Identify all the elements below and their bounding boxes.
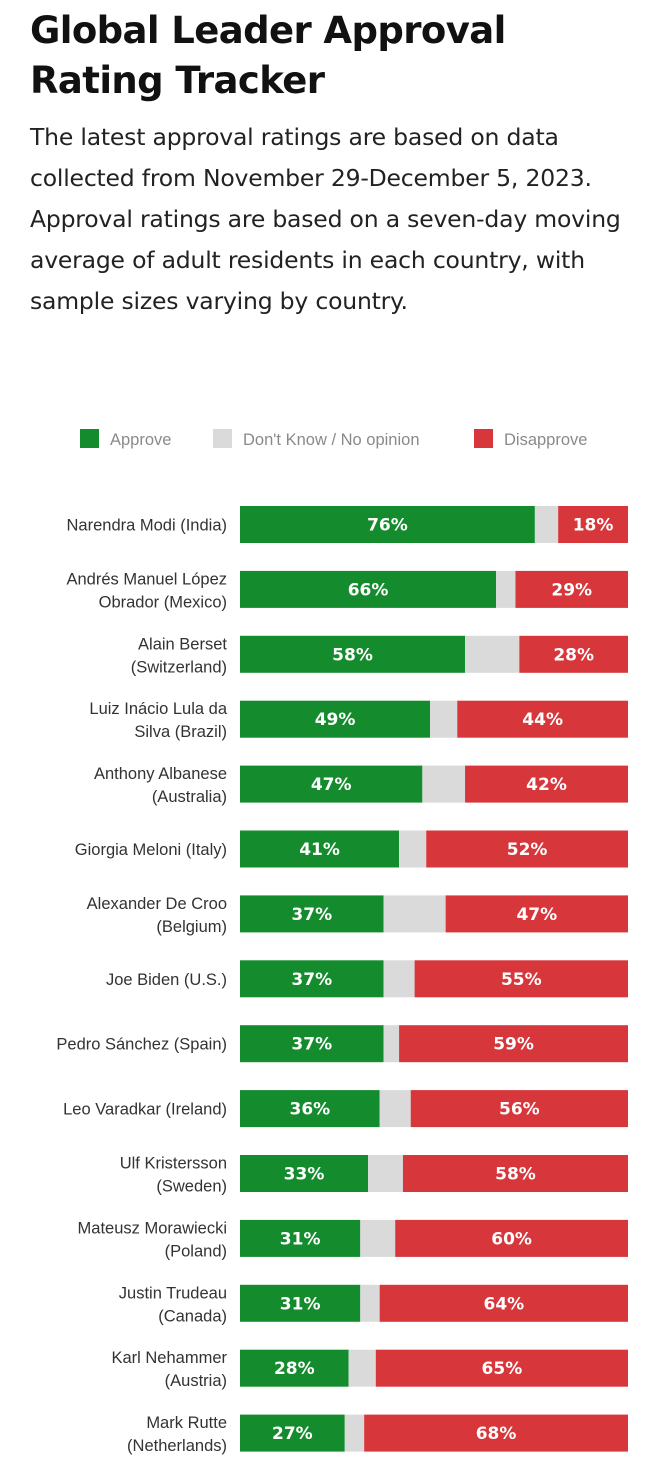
value-label-disapprove: 56%	[499, 1100, 540, 1120]
page-subtitle: The latest approval ratings are based on…	[30, 123, 621, 315]
bar-disapprove	[414, 960, 628, 998]
bar-dont-know	[383, 1025, 400, 1063]
legend-swatch-dont-know	[213, 429, 232, 448]
bar-approve	[240, 830, 400, 868]
leader-name-label: Joe Biden (U.S.)	[106, 971, 227, 989]
leader-name-label: Giorgia Meloni (Italy)	[75, 841, 227, 859]
value-label-disapprove: 18%	[573, 516, 614, 536]
bar-disapprove	[457, 700, 628, 738]
bar-disapprove	[402, 1155, 628, 1192]
value-label-disapprove: 44%	[522, 710, 563, 730]
bar-approve	[240, 765, 423, 803]
value-label-approve: 37%	[291, 970, 332, 990]
bar-approve	[240, 635, 466, 673]
value-label-approve: 58%	[332, 645, 373, 665]
bar-disapprove	[410, 1090, 628, 1128]
bar-dont-know	[496, 570, 516, 608]
value-label-approve: 36%	[289, 1100, 330, 1120]
bar-approve	[240, 570, 497, 608]
bar-dont-know	[465, 635, 520, 673]
leader-name-label: Ulf Kristersson (Sweden)	[120, 1155, 227, 1196]
bar-approve	[240, 1090, 380, 1128]
bar-disapprove	[379, 1284, 628, 1322]
leader-name-label: Alexander De Croo (Belgium)	[87, 895, 227, 936]
value-label-approve: 37%	[291, 905, 332, 925]
leader-name-label: Andrés Manuel López Obrador (Mexico)	[66, 570, 227, 611]
legend-label-approve: Approve	[110, 431, 171, 449]
page-title: Global Leader Approval Rating Tracker	[30, 9, 506, 102]
bar-disapprove	[375, 1349, 628, 1387]
bar-approve	[240, 960, 384, 998]
bar-disapprove	[515, 570, 628, 608]
value-label-disapprove: 42%	[526, 775, 567, 795]
legend-label-dont-know: Don't Know / No opinion	[243, 431, 420, 449]
value-label-approve: 66%	[348, 580, 389, 600]
bar-dont-know	[379, 1090, 411, 1128]
value-label-disapprove: 58%	[495, 1165, 536, 1185]
bar-dont-know	[344, 1414, 365, 1452]
legend-label-disapprove: Disapprove	[504, 431, 587, 449]
bar-dont-know	[383, 895, 446, 933]
value-label-approve: 31%	[280, 1294, 321, 1314]
value-label-disapprove: 29%	[551, 580, 592, 600]
bar-disapprove	[426, 830, 628, 868]
bar-dont-know	[383, 960, 415, 998]
bar-approve	[240, 1025, 384, 1063]
leader-name-label: Mateusz Morawiecki (Poland)	[78, 1219, 227, 1260]
value-label-approve: 27%	[272, 1424, 313, 1444]
bar-approve	[240, 1349, 349, 1387]
bar-disapprove	[364, 1414, 628, 1452]
value-label-approve: 76%	[367, 516, 408, 536]
value-label-approve: 31%	[280, 1229, 321, 1249]
value-label-approve: 37%	[291, 1035, 332, 1055]
value-label-disapprove: 59%	[493, 1035, 534, 1055]
bar-disapprove	[519, 635, 628, 673]
bar-approve	[240, 1414, 345, 1452]
leader-name-label: Pedro Sánchez (Spain)	[56, 1036, 227, 1054]
value-label-disapprove: 47%	[516, 905, 557, 925]
legend-swatch-approve	[80, 429, 99, 448]
bar-dont-know	[360, 1219, 396, 1257]
leader-name-label: Leo Varadkar (Ireland)	[63, 1101, 227, 1119]
bar-approve	[240, 506, 535, 543]
bar-disapprove	[465, 765, 628, 803]
leader-name-label: Alain Berset (Switzerland)	[131, 635, 228, 676]
leader-name-label: Narendra Modi (India)	[67, 517, 228, 535]
leader-name-label: Mark Rutte (Netherlands)	[127, 1414, 227, 1455]
leader-name-label: Anthony Albanese (Australia)	[94, 765, 227, 806]
bar-dont-know	[534, 506, 559, 543]
value-label-approve: 47%	[311, 775, 352, 795]
value-label-approve: 49%	[315, 710, 356, 730]
bar-disapprove	[445, 895, 628, 933]
bar-approve	[240, 700, 431, 738]
bar-dont-know	[368, 1155, 403, 1192]
bar-approve	[240, 1219, 361, 1257]
value-label-approve: 28%	[274, 1359, 315, 1379]
bar-dont-know	[360, 1284, 380, 1322]
bar-approve	[240, 895, 384, 933]
bar-dont-know	[430, 700, 458, 738]
value-label-disapprove: 52%	[507, 840, 548, 860]
bar-disapprove	[399, 1025, 628, 1063]
bar-approve	[240, 1284, 361, 1322]
bar-disapprove	[395, 1219, 628, 1257]
bar-approve	[240, 1155, 369, 1192]
leader-name-label: Karl Nehammer (Austria)	[111, 1349, 227, 1390]
bar-dont-know	[348, 1349, 376, 1387]
leader-name-label: Justin Trudeau (Canada)	[119, 1284, 227, 1325]
value-label-disapprove: 64%	[483, 1294, 524, 1314]
bar-disapprove	[558, 506, 628, 543]
leader-name-label: Luiz Inácio Lula da Silva (Brazil)	[89, 700, 227, 741]
legend-swatch-disapprove	[474, 429, 493, 448]
value-label-disapprove: 68%	[476, 1424, 517, 1444]
value-label-disapprove: 60%	[491, 1229, 532, 1249]
value-label-disapprove: 55%	[501, 970, 542, 990]
value-label-approve: 33%	[284, 1165, 325, 1185]
bar-dont-know	[422, 765, 466, 803]
bar-dont-know	[399, 830, 427, 868]
value-label-disapprove: 28%	[553, 645, 594, 665]
value-label-approve: 41%	[299, 840, 340, 860]
value-label-disapprove: 65%	[482, 1359, 523, 1379]
